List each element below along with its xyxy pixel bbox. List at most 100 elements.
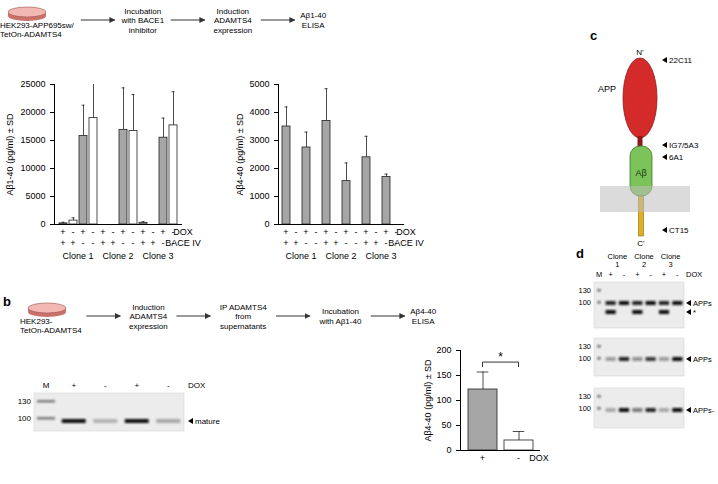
svg-text:130: 130 — [578, 392, 591, 401]
svg-text:100: 100 — [578, 354, 591, 363]
svg-text:+: + — [80, 227, 85, 237]
svg-text:130: 130 — [578, 286, 591, 295]
svg-text:supernatants: supernatants — [220, 322, 266, 331]
svg-text:Clone 2: Clone 2 — [325, 251, 356, 261]
svg-text:APPs: APPs — [693, 355, 712, 364]
svg-text:b: b — [3, 294, 11, 309]
svg-text:DOX: DOX — [173, 227, 193, 237]
svg-text:-: - — [82, 238, 85, 248]
svg-text:1: 1 — [615, 260, 619, 269]
svg-text:2000: 2000 — [249, 163, 269, 173]
svg-text:+: + — [293, 238, 298, 248]
svg-text:22C11: 22C11 — [669, 56, 693, 65]
svg-text:10000: 10000 — [20, 163, 45, 173]
svg-text:+: + — [383, 227, 388, 237]
svg-text:Clone 2: Clone 2 — [102, 251, 133, 261]
svg-text:Induction: Induction — [217, 7, 249, 16]
svg-text:expression: expression — [129, 322, 168, 331]
svg-text:DOX: DOX — [188, 381, 206, 390]
svg-text:+: + — [480, 453, 485, 463]
svg-text:-: - — [315, 227, 318, 237]
svg-text:M: M — [596, 270, 602, 279]
svg-text:-: - — [345, 238, 348, 248]
svg-text:-: - — [112, 227, 115, 237]
svg-text:+: + — [635, 270, 640, 279]
svg-text:25000: 25000 — [20, 79, 45, 89]
svg-text:inhibitor: inhibitor — [129, 26, 157, 35]
svg-text:100: 100 — [18, 414, 32, 423]
svg-text:50: 50 — [441, 420, 451, 430]
svg-text:20000: 20000 — [20, 107, 45, 117]
svg-text:+: + — [110, 238, 115, 248]
svg-text:0: 0 — [40, 219, 45, 229]
svg-text:-: - — [72, 227, 75, 237]
svg-text:+: + — [70, 238, 75, 248]
svg-text:DOX: DOX — [396, 227, 416, 237]
svg-text:+: + — [303, 227, 308, 237]
svg-text:+: + — [363, 238, 368, 248]
svg-text:-: - — [92, 238, 95, 248]
svg-text:0: 0 — [446, 445, 451, 455]
svg-text:d: d — [576, 246, 584, 261]
svg-text:+: + — [60, 227, 65, 237]
svg-text:6A1: 6A1 — [669, 153, 684, 162]
svg-text:+: + — [150, 238, 155, 248]
svg-text:-: - — [92, 227, 95, 237]
svg-text:HEK293-: HEK293- — [20, 317, 53, 326]
svg-text:3: 3 — [669, 260, 673, 269]
svg-text:+: + — [373, 238, 378, 248]
svg-text:100: 100 — [578, 298, 591, 307]
svg-text:from: from — [235, 312, 251, 321]
svg-text:+: + — [283, 238, 288, 248]
svg-text:1000: 1000 — [249, 191, 269, 201]
svg-text:c: c — [590, 28, 597, 43]
svg-text:-: - — [649, 270, 652, 279]
svg-text:+: + — [100, 227, 105, 237]
svg-text:IG7/5A3: IG7/5A3 — [669, 141, 699, 150]
svg-text:ELISA: ELISA — [412, 317, 435, 326]
svg-text:3000: 3000 — [249, 135, 269, 145]
svg-text:Aβ: Aβ — [635, 168, 646, 178]
svg-text:+: + — [100, 238, 105, 248]
svg-text:APPs: APPs — [693, 299, 712, 308]
svg-text:+: + — [323, 238, 328, 248]
svg-text:15000: 15000 — [20, 135, 45, 145]
svg-text:-: - — [132, 238, 135, 248]
svg-text:5000: 5000 — [25, 191, 45, 201]
svg-text:*: * — [693, 308, 696, 317]
svg-text:2: 2 — [642, 260, 646, 269]
svg-text:-: - — [676, 270, 679, 279]
svg-text:Aβ1-40: Aβ1-40 — [300, 11, 327, 20]
svg-text:+: + — [160, 227, 165, 237]
svg-text:-: - — [355, 227, 358, 237]
svg-text:with BACE1: with BACE1 — [120, 16, 164, 25]
svg-text:DOX: DOX — [529, 453, 549, 463]
svg-text:CT15: CT15 — [669, 226, 689, 235]
svg-text:ELISA: ELISA — [302, 21, 325, 30]
svg-text:C': C' — [637, 239, 645, 248]
svg-text:Clone 1: Clone 1 — [285, 251, 316, 261]
svg-text:+: + — [134, 381, 139, 390]
svg-text:DOX: DOX — [686, 270, 702, 279]
svg-text:100: 100 — [578, 404, 591, 413]
svg-text:Aβ4-40 (pg/ml) ± SD: Aβ4-40 (pg/ml) ± SD — [423, 359, 433, 442]
svg-text:130: 130 — [18, 397, 32, 406]
svg-text:Induction: Induction — [132, 303, 164, 312]
svg-text:+: + — [343, 227, 348, 237]
svg-text:150: 150 — [436, 370, 451, 380]
svg-text:5000: 5000 — [249, 79, 269, 89]
svg-text:0: 0 — [264, 219, 269, 229]
svg-text:100: 100 — [436, 395, 451, 405]
svg-text:Incubation: Incubation — [322, 307, 359, 316]
svg-text:HEK293-APP695sw/: HEK293-APP695sw/ — [0, 21, 75, 30]
svg-text:expression: expression — [213, 26, 252, 35]
svg-text:M: M — [43, 381, 50, 390]
svg-text:200: 200 — [436, 345, 451, 355]
svg-text:Clone 3: Clone 3 — [365, 251, 396, 261]
svg-text:130: 130 — [578, 342, 591, 351]
svg-text:-: - — [152, 227, 155, 237]
svg-text:Clone 3: Clone 3 — [142, 251, 173, 261]
svg-text:-: - — [162, 238, 165, 248]
svg-text:APP: APP — [598, 84, 616, 94]
svg-text:with Aβ1-40: with Aβ1-40 — [318, 317, 362, 326]
